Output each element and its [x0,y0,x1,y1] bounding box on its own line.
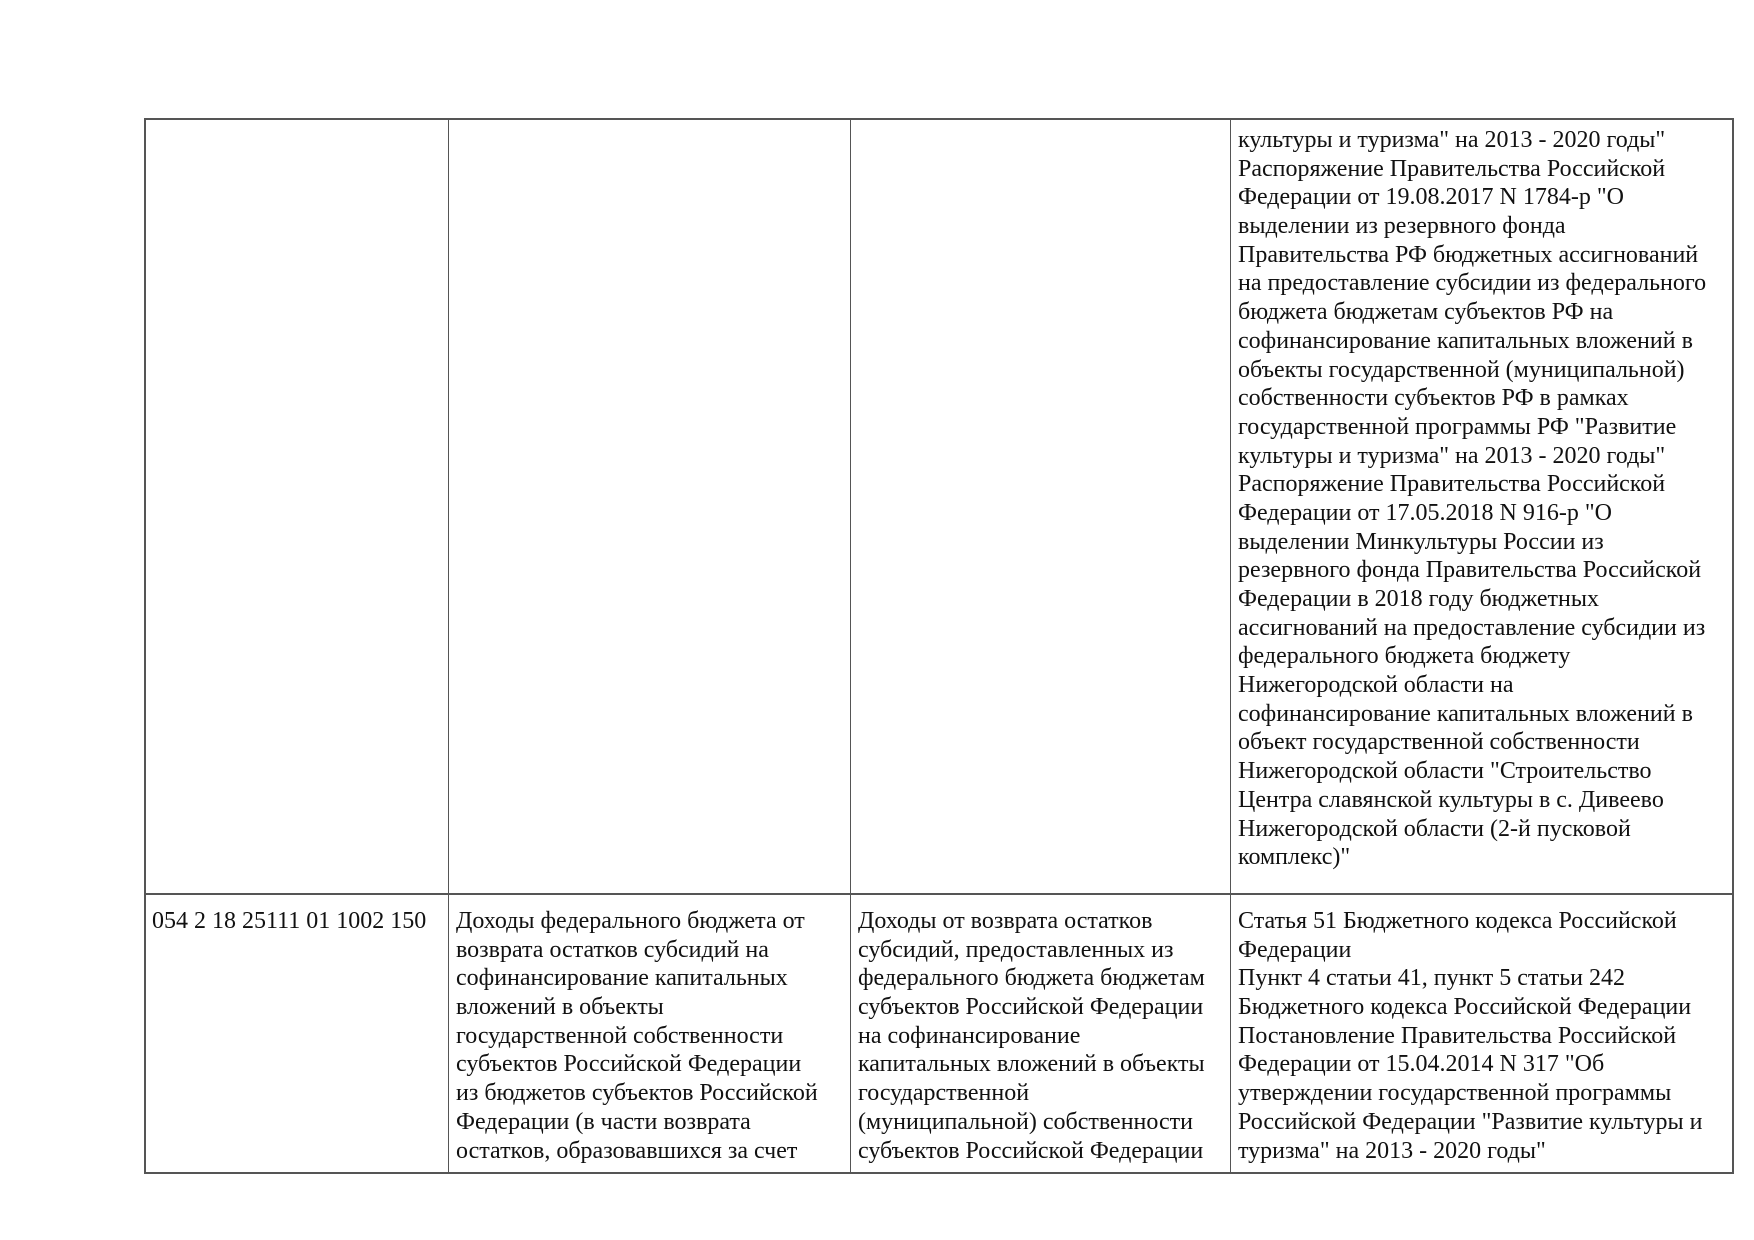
text-line: Российской Федерации "Развитие культуры … [1238,1108,1703,1135]
text-line: Статья 51 Бюджетного кодекса Российской [1238,908,1677,934]
text-line: на софинансирование [858,1022,1081,1049]
row-2-name: Доходы федерального бюджета от возврата о… [456,907,818,1165]
text-line: субъектов Российской Федерации [858,994,1204,1021]
text-line: культуры и туризма" на 2013 - 2020 годы" [1238,442,1666,469]
text-line: Правительства РФ бюджетных ассигнований [1238,241,1699,268]
text-line: ассигнований на предоставление субсидии … [1238,614,1706,641]
text-line: (муниципальной) собственности [858,1108,1193,1135]
text-line: Федерации (в части возврата [456,1108,751,1135]
row-2-legal-basis: Статья 51 Бюджетного кодекса Российской Ф… [1238,907,1702,1165]
text-line: Федерации от 15.04.2014 N 317 "Об [1238,1051,1605,1078]
text-line: Постановление Правительства Российской [1238,1022,1677,1049]
text-line: из бюджетов субъектов Российской [456,1080,818,1107]
text-line: государственной программы РФ "Развитие [1238,413,1677,440]
text-line: комплекс)" [1238,844,1351,871]
text-line: федерального бюджета бюджету [1238,643,1571,670]
text-line: субсидий, предоставленных из [858,936,1174,963]
text-line: субъектов Российской Федерации [456,1051,802,1078]
text-line: субъектов Российской Федерации [858,1137,1204,1164]
text-line: Нижегородской области "Строительство [1238,758,1652,785]
text-line: государственной [858,1080,1030,1107]
text-line: Распоряжение Правительства Российской [1238,471,1666,498]
text-line: государственной собственности [456,1022,784,1049]
text-line: федерального бюджета бюджетам [858,965,1205,992]
text-line: собственности субъектов РФ в рамках [1238,385,1629,412]
row-2-description: Доходы от возврата остатков субсидий, пре… [858,907,1205,1165]
text-line: софинансирование капитальных [456,965,788,992]
text-line: культуры и туризма" на 2013 - 2020 годы" [1238,127,1666,153]
text-line: остатков, образовавшихся за счет [456,1137,798,1164]
text-line: резервного фонда Правительства Российско… [1238,557,1702,584]
text-line: Доходы от возврата остатков [858,908,1153,934]
text-line: софинансирование капитальных вложений в [1238,327,1693,354]
text-line: Распоряжение Правительства Российской [1238,155,1666,182]
row-2-code: 054 2 18 25111 01 1002 150 [152,908,427,934]
text-line: Федерации от 19.08.2017 N 1784-р "О [1238,184,1624,211]
text-line: Пункт 4 статьи 41, пункт 5 статьи 242 [1238,965,1626,992]
text-line: Бюджетного кодекса Российской Федерации [1238,994,1692,1021]
column-divider [1230,120,1231,1172]
text-line: выделении из резервного фонда [1238,213,1566,240]
text-line: софинансирование капитальных вложений в [1238,700,1693,727]
text-line: туризма" на 2013 - 2020 годы" [1238,1137,1546,1164]
revenue-codes-table: культуры и туризма" на 2013 - 2020 годы"… [144,118,1734,1174]
text-line: вложений в объекты [456,994,664,1021]
text-line: бюджета бюджетам субъектов РФ на [1238,299,1614,326]
text-line: объект государственной собственности [1238,729,1640,756]
text-line: объекты государственной (муниципальной) [1238,356,1685,383]
column-divider [448,120,449,1172]
row-divider [146,893,1732,895]
text-line: на предоставление субсидии из федерально… [1238,270,1707,297]
text-line: капитальных вложений в объекты [858,1051,1205,1078]
text-line: Нижегородской области на [1238,672,1514,699]
text-line: утверждении государственной программы [1238,1080,1672,1107]
text-line: возврата остатков субсидий на [456,936,769,963]
text-line: Центра славянской культуры в с. Дивеево [1238,786,1664,813]
row-1-legal-basis: культуры и туризма" на 2013 - 2020 годы"… [1238,126,1706,872]
text-line: Федерации в 2018 году бюджетных [1238,586,1599,612]
text-line: Федерации от 17.05.2018 N 916-р "О [1238,499,1612,526]
text-line: Нижегородской области (2-й пусковой [1238,815,1631,842]
column-divider [850,120,851,1172]
text-line: выделении Минкультуры России из [1238,528,1604,555]
text-line: Федерации [1238,936,1352,963]
text-line: Доходы федерального бюджета от [456,908,805,934]
